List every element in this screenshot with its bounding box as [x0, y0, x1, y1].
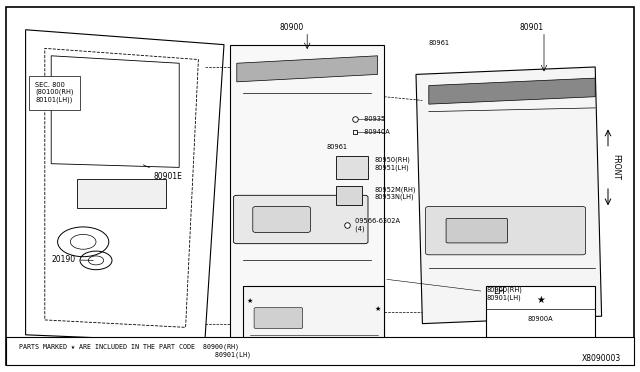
Text: 80940A: 80940A	[362, 129, 389, 135]
FancyBboxPatch shape	[6, 7, 634, 365]
Text: ★: ★	[374, 306, 381, 312]
FancyBboxPatch shape	[6, 337, 634, 365]
Text: 80961: 80961	[429, 40, 450, 46]
FancyBboxPatch shape	[426, 206, 586, 255]
Text: 80901E: 80901E	[143, 165, 182, 180]
Text: X8090003: X8090003	[582, 354, 621, 363]
Text: 80900A: 80900A	[528, 316, 554, 322]
Polygon shape	[416, 67, 602, 324]
Text: LH: LH	[493, 287, 505, 296]
Text: 20190: 20190	[51, 255, 93, 264]
Text: 80935: 80935	[362, 116, 385, 122]
Text: 09566-6302A
 (4): 09566-6302A (4)	[353, 218, 400, 232]
FancyBboxPatch shape	[77, 179, 166, 208]
Text: ★: ★	[317, 349, 323, 355]
FancyBboxPatch shape	[246, 350, 381, 359]
FancyBboxPatch shape	[243, 286, 384, 361]
FancyBboxPatch shape	[446, 218, 508, 243]
Text: 80952M(RH)
80953N(LH): 80952M(RH) 80953N(LH)	[374, 186, 416, 201]
FancyBboxPatch shape	[336, 186, 362, 205]
Polygon shape	[237, 56, 378, 82]
Polygon shape	[429, 78, 595, 104]
Text: 80901: 80901	[519, 23, 543, 32]
Text: ★: ★	[349, 349, 355, 355]
FancyBboxPatch shape	[486, 286, 595, 361]
FancyBboxPatch shape	[253, 206, 310, 232]
FancyBboxPatch shape	[254, 308, 303, 328]
FancyBboxPatch shape	[336, 156, 368, 179]
FancyBboxPatch shape	[234, 195, 368, 244]
Text: 80950(RH)
80951(LH): 80950(RH) 80951(LH)	[374, 157, 410, 171]
Text: 80900(RH)
80901(LH): 80900(RH) 80901(LH)	[387, 279, 522, 301]
Text: 80900: 80900	[279, 23, 303, 32]
Text: ★: ★	[536, 295, 545, 304]
Text: SEC. 800
(80100(RH)
80101(LH)): SEC. 800 (80100(RH) 80101(LH))	[35, 82, 74, 103]
Text: PARTS MARKED ★ ARE INCLUDED IN THE PART CODE  80900(RH)
                        : PARTS MARKED ★ ARE INCLUDED IN THE PART …	[19, 344, 251, 358]
Text: ★: ★	[285, 349, 291, 355]
Text: ★: ★	[246, 298, 253, 304]
Text: ★: ★	[246, 339, 253, 345]
Text: FRONT: FRONT	[611, 154, 620, 180]
Text: ★: ★	[374, 339, 381, 345]
Text: 80961: 80961	[326, 144, 348, 150]
Polygon shape	[230, 45, 384, 342]
